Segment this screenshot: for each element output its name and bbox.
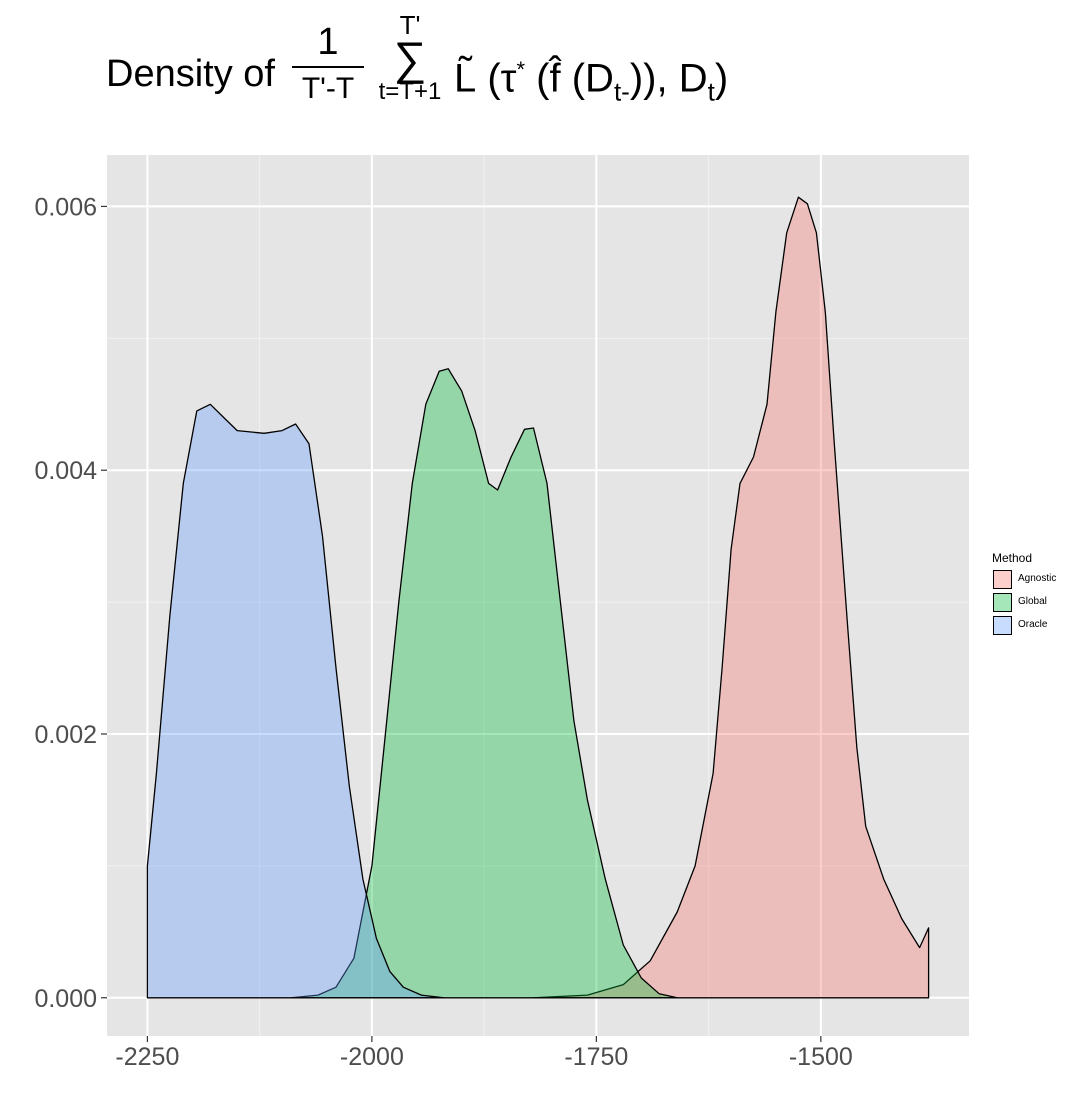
x-tick-label: -2000 bbox=[340, 1043, 404, 1071]
expr-tilde-l: L̃ bbox=[454, 56, 477, 101]
legend-item-global: Global bbox=[993, 593, 1073, 615]
title-lead: Density of bbox=[106, 53, 275, 95]
y-tick-label: 0.000 bbox=[34, 985, 97, 1013]
expr-open: (τ bbox=[476, 56, 517, 101]
density-area-global bbox=[290, 368, 678, 999]
legend-label: Oracle bbox=[1018, 619, 1048, 630]
x-tick-label: -1500 bbox=[789, 1043, 853, 1071]
legend-label: Agnostic bbox=[1018, 573, 1057, 584]
legend-label: Global bbox=[1018, 596, 1047, 607]
title-summation: T' ∑ t=T+1 bbox=[372, 12, 448, 106]
density-area-agnostic bbox=[532, 196, 930, 999]
summation-upper-limit: T' bbox=[399, 10, 421, 40]
density-areas bbox=[146, 196, 930, 999]
fraction-numerator: 1 bbox=[317, 21, 339, 63]
legend-key-agnostic bbox=[993, 570, 1012, 589]
summation-lower-limit: t=T+1 bbox=[378, 78, 442, 105]
x-tick-label: -1750 bbox=[564, 1043, 628, 1071]
y-tick-label: 0.006 bbox=[34, 193, 97, 221]
legend-key-global bbox=[993, 593, 1012, 612]
chart-title: Density of 1 T'-T T' ∑ t=T+1 L̃ (τ* (f̂ … bbox=[106, 12, 866, 122]
expr-star: * bbox=[516, 57, 526, 82]
legend-item-agnostic: Agnostic bbox=[993, 570, 1073, 592]
plot-panel bbox=[107, 155, 969, 1036]
x-axis: -2250 -2000 -1750 -1500 bbox=[115, 1036, 853, 1071]
summation-sigma: ∑ bbox=[393, 32, 427, 84]
y-axis: 0.000 0.002 0.004 0.006 bbox=[34, 193, 107, 1013]
title-expression: L̃ (τ* (f̂ (Dt-)), Dt) bbox=[454, 44, 728, 117]
expr-f-hat: f̂ bbox=[549, 56, 561, 101]
fraction-denominator: T'-T bbox=[301, 72, 355, 105]
legend-title: Method bbox=[992, 551, 1033, 565]
title-fraction: 1 T'-T bbox=[292, 20, 364, 106]
fraction-bar bbox=[292, 66, 364, 68]
expr-close1: )), D bbox=[629, 56, 708, 101]
y-tick-label: 0.002 bbox=[34, 721, 97, 749]
expr-sub-t: t bbox=[707, 76, 715, 107]
x-tick-label: -2250 bbox=[115, 1043, 179, 1071]
y-tick-label: 0.004 bbox=[34, 457, 97, 485]
expr-mid: ( bbox=[525, 56, 550, 101]
legend-key-oracle bbox=[993, 616, 1012, 635]
expr-close2: ) bbox=[714, 56, 729, 101]
grid-minor bbox=[107, 155, 969, 1036]
density-area-oracle bbox=[146, 403, 445, 999]
expr-sub-t-minus: t- bbox=[613, 76, 630, 107]
legend-item-oracle: Oracle bbox=[993, 616, 1073, 638]
expr-arg: (D bbox=[560, 56, 614, 101]
